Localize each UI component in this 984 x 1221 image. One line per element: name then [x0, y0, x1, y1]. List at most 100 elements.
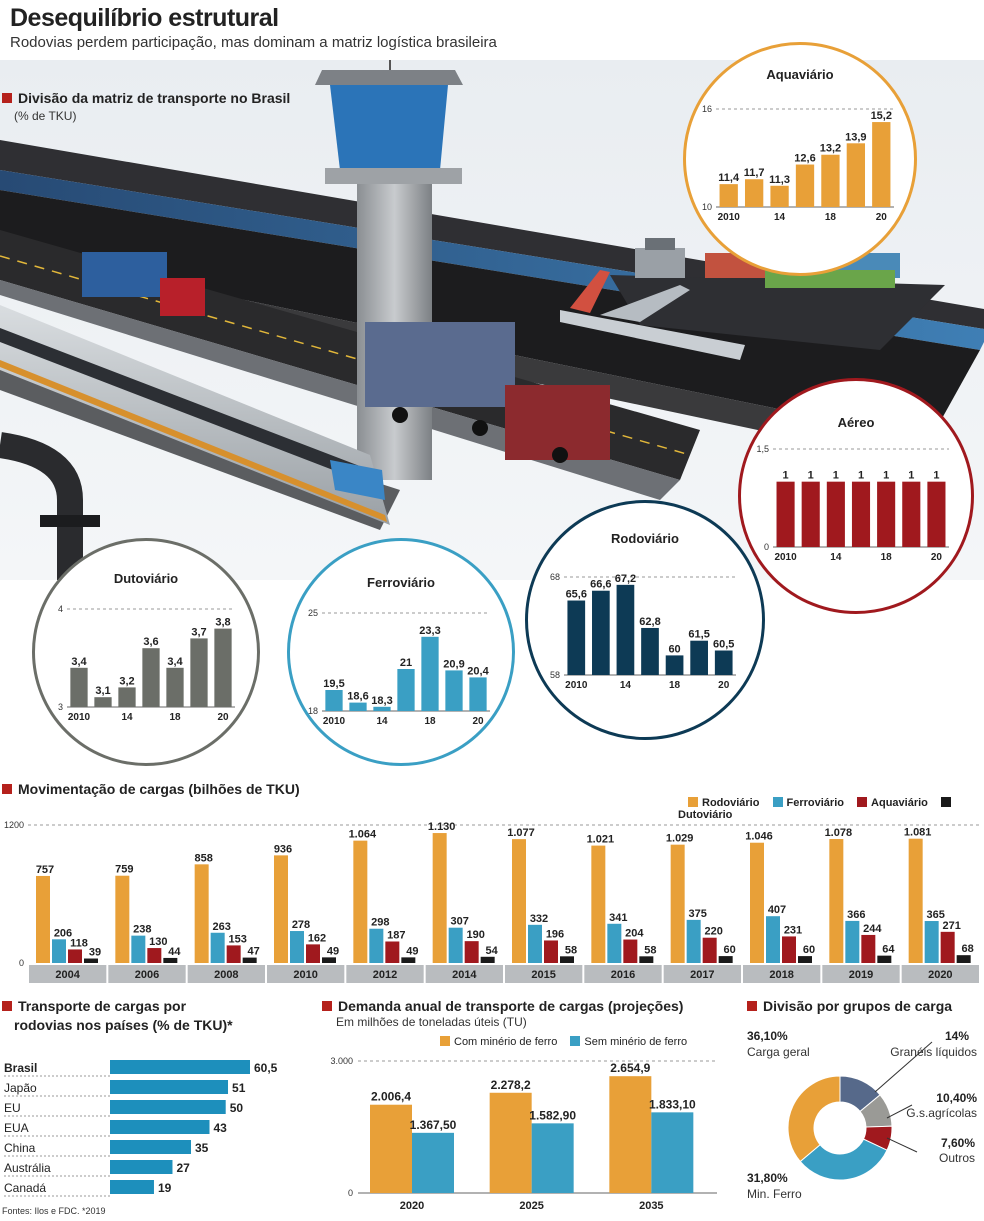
mov-bar — [750, 842, 764, 963]
ferroviario-bar — [373, 706, 391, 711]
legend-swatch-aqua — [857, 797, 868, 807]
chart-rodoviario: Rodoviário 68 58 65,6 2010 66,6 67,2 14 62,8 60 18… — [550, 531, 736, 691]
mov-x-tick: 2015 — [531, 969, 555, 981]
mov-bar — [322, 957, 336, 963]
mov-bar — [163, 957, 178, 963]
mov-bar — [306, 944, 320, 963]
mov-bar — [607, 923, 622, 963]
mov-year-band — [346, 965, 424, 983]
grupos-section-title: Divisão por grupos de carga — [747, 998, 952, 1014]
mov-bar — [798, 956, 812, 963]
rodoviario-value-label: 61,5 — [688, 629, 709, 641]
paises-category: Japão — [4, 1081, 37, 1095]
ferroviario-bar — [421, 636, 439, 711]
legend-duto: Dutoviário — [678, 809, 733, 821]
dutoviario-bar — [94, 697, 112, 707]
page-subtitle: Rodovias perdem participação, mas domina… — [10, 34, 497, 51]
aereo-x-tick: 20 — [931, 552, 943, 563]
cargas-title-text: Movimentação de cargas (bilhões de TKU) — [18, 781, 300, 797]
mov-value-label: 307 — [450, 916, 468, 928]
grupos-leader — [886, 1137, 918, 1153]
mov-value-label: 187 — [387, 929, 405, 941]
mov-value-label: 196 — [546, 928, 564, 940]
mov-bar — [782, 936, 796, 963]
paises-bar — [110, 1120, 210, 1134]
aereo-value-label: 1 — [858, 470, 864, 482]
aquaviario-x-tick: 2010 — [718, 212, 741, 223]
aquaviario-value-label: 11,4 — [718, 172, 740, 184]
rodovias-title-line1: Transporte de cargas por — [18, 998, 187, 1014]
mov-value-label: 341 — [609, 912, 627, 924]
mov-value-label: 47 — [248, 946, 260, 958]
aquaviario-value-label: 12,6 — [794, 153, 815, 165]
aereo-bar — [851, 481, 871, 547]
paises-bar — [110, 1160, 173, 1174]
aereo-bar — [776, 481, 795, 547]
page-title: Desequilíbrio estrutural — [10, 4, 279, 32]
chart-dutoviario: Dutoviário 4 3 3,4 2010 3,1 3,2 14 3,6 3,4 18 3,7 3,… — [58, 571, 235, 723]
mov-bar — [290, 931, 304, 963]
mov-year-band — [505, 965, 583, 983]
aereo-bar — [826, 481, 845, 547]
mov-bar — [432, 833, 447, 963]
dem-bar — [489, 1092, 532, 1193]
mov-value-label: 204 — [625, 928, 644, 940]
paises-bar — [110, 1100, 226, 1114]
grupos-slice-pct: 31,80% — [747, 1171, 788, 1185]
dutoviario-bar — [142, 648, 160, 707]
mov-value-label: 54 — [486, 945, 499, 957]
mov-value-label: 244 — [863, 923, 882, 935]
cargas-section-title: Movimentação de cargas (bilhões de TKU) — [2, 781, 300, 797]
dem-bar — [412, 1132, 454, 1193]
ferroviario-ytick-top: 25 — [308, 608, 318, 618]
dem-value-label: 2.006,4 — [371, 1090, 411, 1104]
dutoviario-value-label: 3,4 — [71, 656, 87, 668]
rodoviario-x-tick: 14 — [620, 680, 632, 691]
ferroviario-value-label: 20,9 — [443, 658, 464, 670]
mov-value-label: 60 — [803, 944, 815, 956]
mov-bar — [718, 956, 733, 963]
mov-value-label: 1.130 — [428, 821, 456, 833]
mov-value-label: 162 — [308, 932, 326, 944]
dutoviario-bar — [166, 667, 184, 707]
aereo-value-label: 1 — [833, 470, 839, 482]
mov-bar — [131, 935, 146, 963]
rodoviario-bar — [567, 600, 586, 675]
ferroviario-x-tick: 18 — [424, 716, 436, 727]
grupos-title-text: Divisão por grupos de carga — [763, 998, 953, 1014]
legend-swatch-duto — [940, 797, 951, 807]
mov-bar — [639, 956, 654, 963]
mov-bar — [385, 941, 400, 963]
grupos-leader — [874, 1041, 933, 1093]
mov-bar — [36, 875, 50, 963]
rodoviario-ytick-top: 68 — [550, 572, 560, 582]
rodoviario-bar — [714, 650, 733, 675]
mov-value-label: 60 — [724, 944, 736, 956]
dem-x-tick: 2020 — [400, 1200, 424, 1212]
accent-square — [2, 1001, 12, 1011]
dutoviario-ytick-bottom: 3 — [58, 702, 63, 712]
ferroviario-value-label: 18,3 — [371, 695, 392, 707]
aquaviario-bar — [872, 122, 891, 207]
mov-year-band — [822, 965, 900, 983]
mov-bar — [861, 934, 876, 963]
paises-bar — [110, 1180, 154, 1194]
aquaviario-x-tick: 18 — [825, 212, 837, 223]
mov-value-label: 1.078 — [825, 827, 853, 839]
demanda-legend: Com minério de ferro Sem minério de ferr… — [440, 1036, 687, 1048]
mov-year-band — [108, 965, 186, 983]
rodoviario-ytick-bottom: 58 — [550, 670, 560, 680]
mov-value-label: 407 — [768, 904, 786, 916]
mov-bar — [242, 957, 257, 963]
mov-value-label: 153 — [228, 933, 246, 945]
aquaviario-value-label: 11,3 — [769, 174, 790, 186]
paises-value-label: 27 — [176, 1161, 190, 1175]
mov-bar — [512, 839, 526, 963]
aereo-bar — [877, 481, 896, 547]
dutoviario-value-label: 3,2 — [119, 675, 134, 687]
rodoviario-value-label: 60,5 — [713, 639, 734, 651]
paises-category: Brasil — [4, 1061, 37, 1075]
mov-value-label: 64 — [882, 944, 895, 956]
dutoviario-value-label: 3,8 — [215, 617, 230, 629]
accent-square — [747, 1001, 757, 1011]
